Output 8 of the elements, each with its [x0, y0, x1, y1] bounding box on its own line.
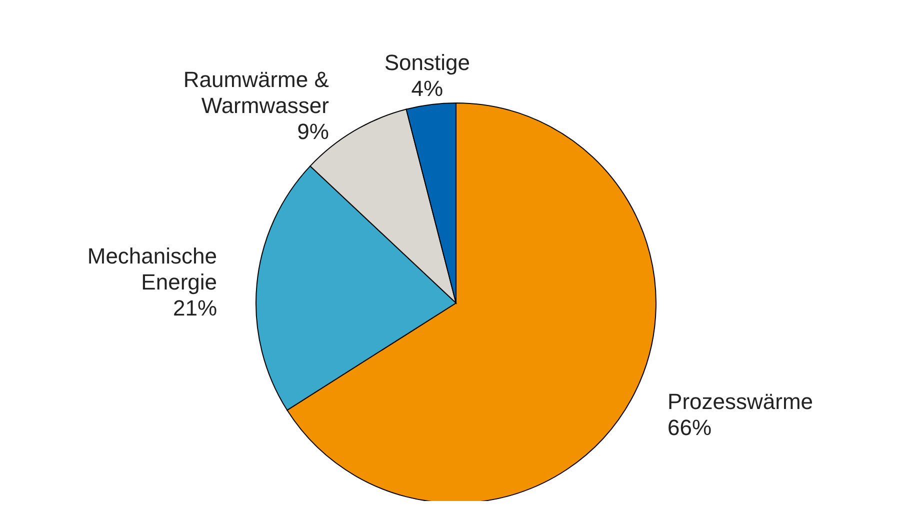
- data-label: 4%: [411, 75, 444, 100]
- data-label: 9%: [297, 118, 329, 144]
- data-label: 21%: [172, 294, 218, 320]
- data-label: 66%: [668, 414, 712, 440]
- slice-label: Prozesswärme: [668, 388, 814, 414]
- slice-label: Mechanische Energie: [87, 242, 218, 294]
- slice-label: Raumwärme & Warmwasser: [183, 66, 330, 118]
- slice-label: Sonstige: [384, 49, 470, 74]
